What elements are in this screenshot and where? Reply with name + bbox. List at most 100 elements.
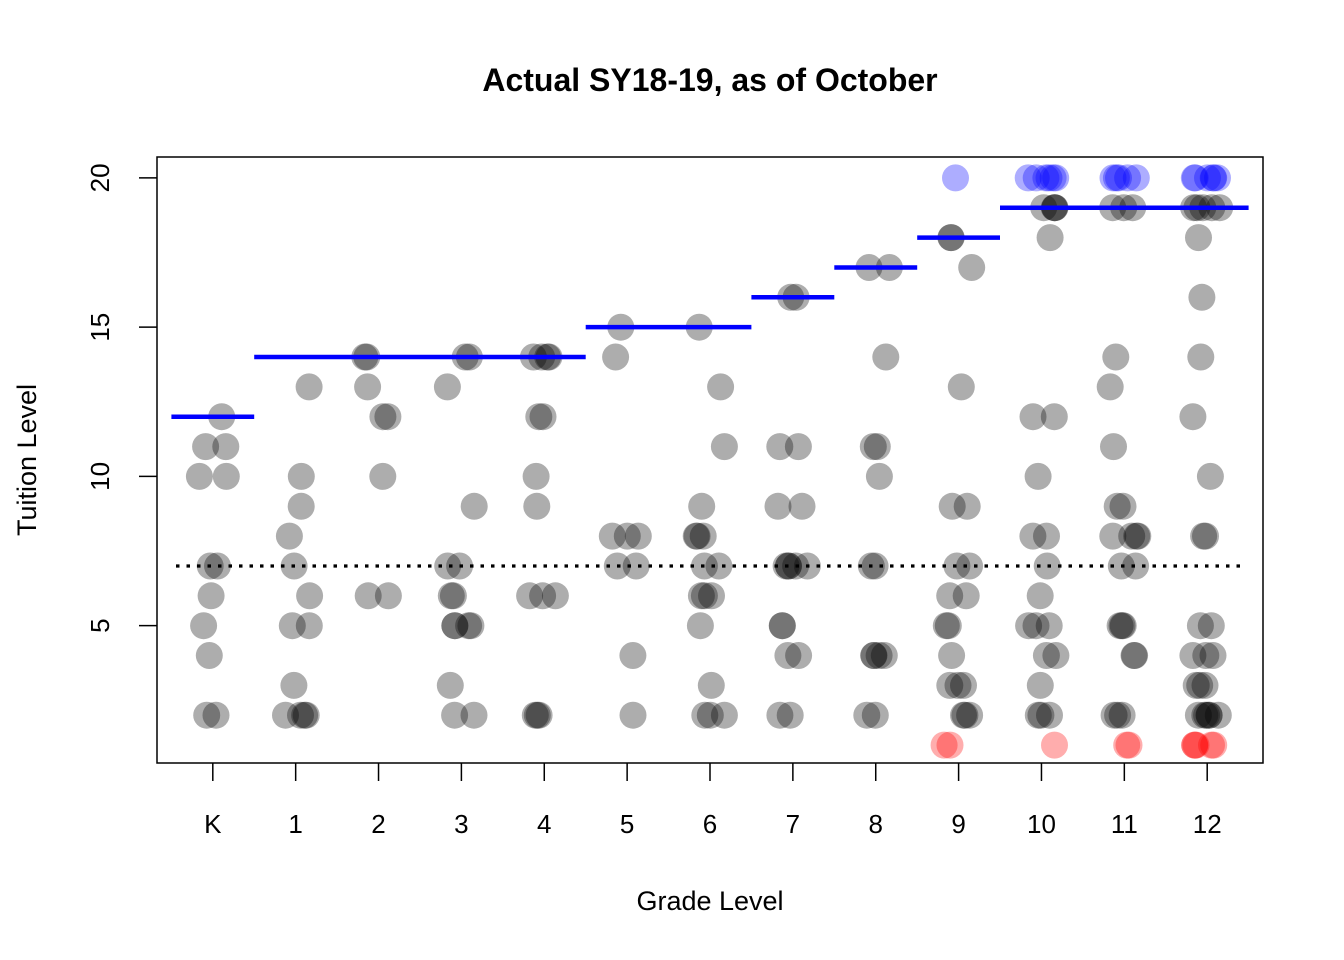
x-tick-label: 8 [868,809,882,839]
data-point [1180,164,1208,192]
data-point [1099,164,1127,192]
data-point [1179,642,1207,669]
data-point [947,373,975,401]
x-tick-label: 9 [951,809,965,839]
data-point [374,403,402,431]
data-point [710,433,738,461]
data-point [1181,731,1209,759]
data-point [774,642,802,669]
data-point [1109,492,1137,520]
data-point [192,433,220,461]
data-point [1109,612,1137,640]
data-point [1200,731,1228,759]
data-point [865,642,893,669]
data-point [1036,224,1064,252]
data-point [1022,164,1050,192]
data-point [522,462,550,490]
data-point [193,701,221,729]
data-point [1121,642,1149,669]
data-point [433,373,461,401]
data-point [202,701,230,729]
data-point [1188,283,1216,311]
data-point [764,492,792,520]
data-point [863,433,891,461]
data-point [1106,612,1134,640]
data-point [1019,403,1047,431]
data-point [1195,701,1223,729]
data-point [1185,224,1212,252]
y-tick-label: 10 [85,462,115,491]
data-point [460,492,488,520]
x-tick-label: 12 [1193,809,1222,839]
data-point [434,552,462,580]
data-point [1198,731,1225,759]
data-point [436,671,464,699]
data-point [1096,373,1124,401]
data-point [455,612,483,640]
data-point [195,642,223,669]
data-point [956,701,984,729]
data-point [624,522,652,550]
data-point [1108,612,1136,640]
data-point [1026,671,1054,699]
data-point [622,552,650,580]
data-point [441,612,469,640]
data-point [529,403,557,431]
data-point [1204,701,1232,729]
data-point [1100,701,1128,729]
data-point [1026,582,1054,610]
data-point [870,642,898,669]
x-tick-label: 7 [786,809,800,839]
data-point [943,552,971,580]
data-point [1042,642,1070,669]
data-point [951,701,979,729]
lines-layer [171,205,1249,568]
data-point [1204,164,1231,192]
data-point [683,522,711,550]
data-point [369,462,397,490]
data-point [1197,612,1225,640]
data-point [860,642,888,669]
data-point [861,701,889,729]
data-point [1039,164,1067,192]
data-point [1191,701,1219,729]
data-point [1182,671,1210,699]
data-point [956,552,984,580]
data-point [1035,612,1063,640]
data-point [1040,403,1068,431]
data-point [197,582,225,610]
data-point [521,701,549,729]
data-point [1122,552,1150,580]
data-point [682,522,710,550]
data-point [1123,522,1151,550]
data-point [1032,164,1060,192]
data-point [938,492,966,520]
data-point [1179,403,1207,431]
data-point [1041,731,1068,759]
data-point [460,701,488,729]
data-point [930,731,958,759]
data-point [1122,164,1150,192]
data-point [1099,522,1127,550]
data-point [1104,701,1132,729]
data-point [1181,731,1209,759]
data-point [696,701,724,729]
data-point [1181,164,1209,192]
data-point [785,642,813,669]
data-point [768,612,796,640]
data-point [287,492,315,520]
data-point [1019,522,1047,550]
data-point [212,462,240,490]
chart-title: Actual SY18-19, as of October [482,62,937,98]
data-point [598,522,626,550]
data-point [932,612,960,640]
data-point [525,403,553,431]
data-point [1191,671,1219,699]
data-point [1186,671,1214,699]
data-point [296,582,324,610]
data-point [1199,164,1227,192]
data-point [788,492,816,520]
data-point [1118,522,1146,550]
data-point [1015,612,1043,640]
data-point [688,492,716,520]
